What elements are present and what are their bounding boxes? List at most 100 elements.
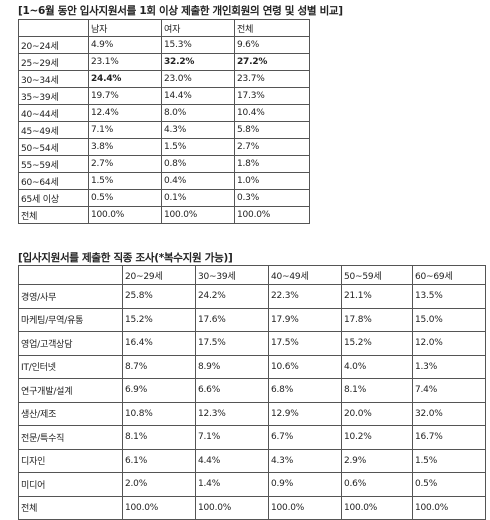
column-header: [18, 19, 89, 37]
table-cell: 0.6%: [341, 472, 413, 497]
table-cell: 13.5%: [412, 284, 486, 309]
table-row: 생산/제조 10.8% 12.3% 12.9% 20.0% 32.0%: [18, 401, 486, 426]
row-label: 55~59세: [18, 155, 89, 173]
row-label: 65세 이상: [18, 189, 89, 207]
table-cell: 1.8%: [234, 155, 310, 173]
row-label: 60~64세: [18, 172, 89, 190]
row-label: 30~34세: [18, 70, 89, 88]
table-cell: 0.5%: [88, 189, 162, 207]
table-cell: 0.4%: [161, 172, 235, 190]
table-cell: 2.9%: [341, 448, 413, 473]
age-gender-table: 남자 여자 전체 20~24세 4.9% 15.3% 9.6% 25~29세 23.1% 32.2…: [18, 19, 310, 224]
table2-header-row: 20~29세 30~39세 40~49세 50~59세 60~69세: [18, 265, 486, 285]
column-header: 50~59세: [341, 265, 413, 285]
table-cell: 16.4%: [122, 331, 196, 356]
table1-title: [1~6월 동안 입사지원서를 1회 이상 제출한 개인회원의 연령 및 성별 …: [18, 5, 343, 17]
table-cell: 6.8%: [268, 378, 342, 403]
table-cell: 0.5%: [412, 472, 486, 497]
table-cell: 100.0%: [88, 206, 162, 224]
table-cell: 100.0%: [234, 206, 310, 224]
table-cell: 1.5%: [161, 138, 235, 156]
table-cell: 9.6%: [234, 36, 310, 54]
table-row: 디자인 6.1% 4.4% 4.3% 2.9% 1.5%: [18, 448, 486, 473]
table-cell: 100.0%: [161, 206, 235, 224]
table-cell: 24.4%: [88, 70, 162, 88]
table-cell: 4.9%: [88, 36, 162, 54]
row-label: 45~49세: [18, 121, 89, 139]
table-cell: 17.5%: [195, 331, 269, 356]
column-header: 60~69세: [412, 265, 486, 285]
table-cell: 8.0%: [161, 104, 235, 122]
table-row: 55~59세 2.7% 0.8% 1.8%: [18, 155, 310, 173]
table-row: 25~29세 23.1% 32.2% 27.2%: [18, 53, 310, 71]
table2-title: [입사지원서를 제출한 직종 조사(*복수지원 가능)]: [18, 252, 233, 264]
row-label: 20~24세: [18, 36, 89, 54]
table-cell: 100.0%: [268, 495, 342, 520]
table-cell: 22.3%: [268, 284, 342, 309]
table-cell: 15.0%: [412, 307, 486, 332]
table-cell: 5.8%: [234, 121, 310, 139]
table-row: 40~44세 12.4% 8.0% 10.4%: [18, 104, 310, 122]
table-cell: 1.5%: [412, 448, 486, 473]
table1-header-row: 남자 여자 전체: [18, 19, 310, 37]
table-row: 마케팅/무역/유통 15.2% 17.6% 17.9% 17.8% 15.0%: [18, 307, 486, 332]
table-cell: 15.2%: [341, 331, 413, 356]
table-cell: 2.0%: [122, 472, 196, 497]
table-cell: 10.2%: [341, 425, 413, 450]
table-cell: 17.3%: [234, 87, 310, 105]
table-row: 전문/특수직 8.1% 7.1% 6.7% 10.2% 16.7%: [18, 425, 486, 450]
column-header: 남자: [88, 19, 162, 37]
table-row: 미디어 2.0% 1.4% 0.9% 0.6% 0.5%: [18, 472, 486, 497]
table-cell: 1.3%: [412, 354, 486, 379]
table-cell: 10.6%: [268, 354, 342, 379]
table-cell: 24.2%: [195, 284, 269, 309]
table-cell: 23.7%: [234, 70, 310, 88]
table-cell: 8.1%: [341, 378, 413, 403]
table-cell: 27.2%: [234, 53, 310, 71]
table-cell: 12.3%: [195, 401, 269, 426]
table-cell: 1.0%: [234, 172, 310, 190]
table-cell: 2.7%: [234, 138, 310, 156]
table-cell: 17.5%: [268, 331, 342, 356]
table-cell: 12.0%: [412, 331, 486, 356]
table-cell: 6.6%: [195, 378, 269, 403]
column-header: 20~29세: [122, 265, 196, 285]
column-header: 40~49세: [268, 265, 342, 285]
table-cell: 2.7%: [88, 155, 162, 173]
table-row: 50~54세 3.8% 1.5% 2.7%: [18, 138, 310, 156]
table-cell: 8.9%: [195, 354, 269, 379]
row-label: 35~39세: [18, 87, 89, 105]
table-cell: 23.0%: [161, 70, 235, 88]
table-row: IT/인터넷 8.7% 8.9% 10.6% 4.0% 1.3%: [18, 354, 486, 379]
table-cell: 3.8%: [88, 138, 162, 156]
table-cell: 10.8%: [122, 401, 196, 426]
table-row: 영업/고객상담 16.4% 17.5% 17.5% 15.2% 12.0%: [18, 331, 486, 356]
table-cell: 15.2%: [122, 307, 196, 332]
table-cell: 4.4%: [195, 448, 269, 473]
table-cell: 1.4%: [195, 472, 269, 497]
table-cell: 6.9%: [122, 378, 196, 403]
table-cell: 6.7%: [268, 425, 342, 450]
table-cell: 100.0%: [412, 495, 486, 520]
table-row: 65세 이상 0.5% 0.1% 0.3%: [18, 189, 310, 207]
table-cell: 14.4%: [161, 87, 235, 105]
row-label: 전체: [18, 495, 123, 520]
table-cell: 100.0%: [341, 495, 413, 520]
row-label: 25~29세: [18, 53, 89, 71]
table-cell: 32.0%: [412, 401, 486, 426]
column-header: 전체: [234, 19, 310, 37]
table-row: 20~24세 4.9% 15.3% 9.6%: [18, 36, 310, 54]
row-label: 전문/특수직: [18, 425, 123, 450]
table-cell: 17.6%: [195, 307, 269, 332]
table-cell: 21.1%: [341, 284, 413, 309]
column-header: 30~39세: [195, 265, 269, 285]
table-row: 35~39세 19.7% 14.4% 17.3%: [18, 87, 310, 105]
table-row: 30~34세 24.4% 23.0% 23.7%: [18, 70, 310, 88]
table-cell: 100.0%: [195, 495, 269, 520]
table-cell: 12.9%: [268, 401, 342, 426]
table-cell: 0.1%: [161, 189, 235, 207]
table-row: 60~64세 1.5% 0.4% 1.0%: [18, 172, 310, 190]
table-cell: 100.0%: [122, 495, 196, 520]
row-label: 경영/사무: [18, 284, 123, 309]
table-cell: 4.3%: [161, 121, 235, 139]
